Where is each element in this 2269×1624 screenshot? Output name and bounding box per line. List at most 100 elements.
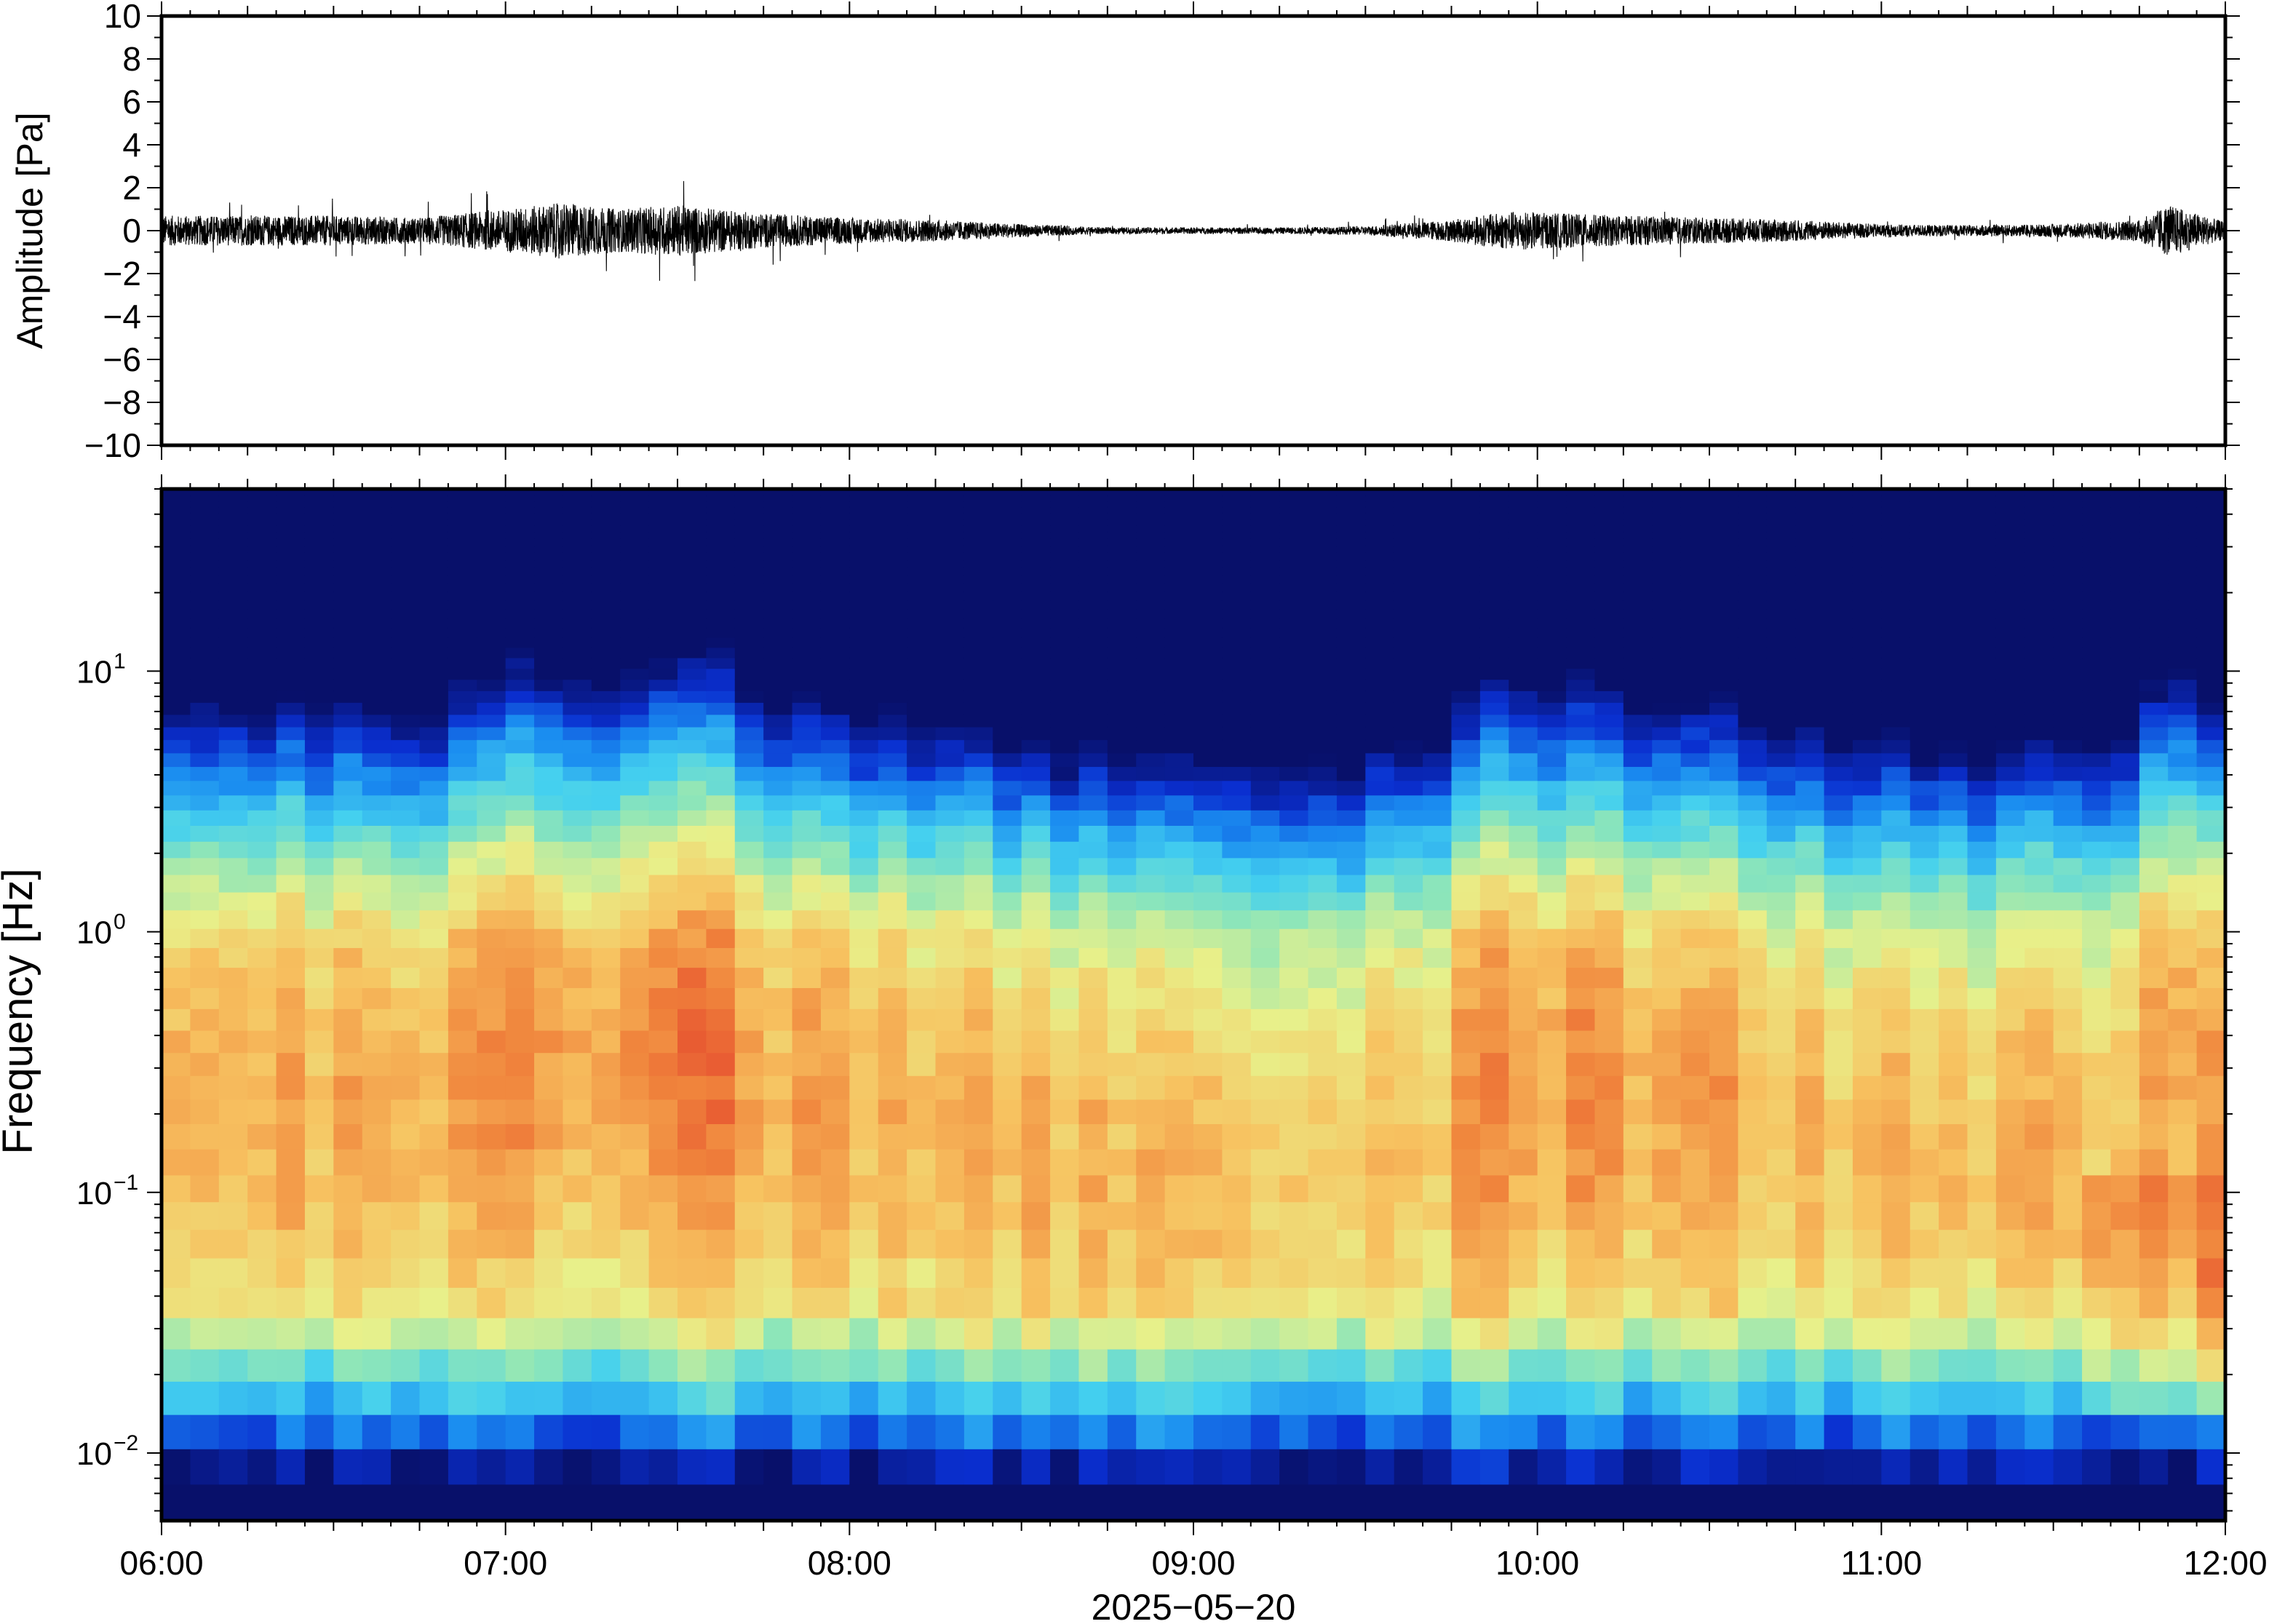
spectrogram-cell [1652,874,1682,893]
spectrogram-cell [706,702,736,715]
spectrogram-cell [1738,947,1768,968]
spectrogram-cell [276,647,306,658]
spectrogram-cell [1336,1318,1366,1350]
spectrogram-cell [1050,874,1080,893]
spectrogram-cell [591,752,621,768]
spectrogram-cell [1308,891,1338,911]
spectrogram-cell [648,501,678,508]
spectrogram-cell [304,609,334,619]
spectrogram-cell [907,726,937,741]
spectrogram-cell [1881,987,1911,1009]
spectrogram-cell [1738,1052,1768,1076]
spectrogram-cell [333,1201,363,1230]
spectrogram-cell [591,567,621,576]
spectrogram-cell [591,1008,621,1031]
spectrogram-cell [477,1414,506,1449]
spectrogram-cell [1021,637,1051,648]
spectrogram-cell [792,1484,822,1521]
spectrogram-cell [2168,506,2198,514]
spectrogram-cell [477,702,506,715]
spectrogram-cell [1193,1381,1223,1415]
spectrogram-cell [1881,501,1911,508]
spectrogram-cell [1050,1099,1080,1125]
spectrogram-cell [477,841,506,859]
spectrogram-cell [935,766,965,781]
spectrogram-cell [963,1287,993,1318]
spectrogram-cell [1652,1381,1682,1415]
spectrogram-cell [2139,627,2169,638]
spectrogram-cell [1250,1484,1280,1521]
spectrogram-cell [1078,1257,1108,1288]
spectrogram-cell [1939,627,1968,638]
spectrogram-cell [276,857,306,875]
spectrogram-cell [1193,512,1223,520]
spectrogram-cell [1852,947,1882,968]
spectrogram-cell [734,891,764,911]
spectrogram-cell [1509,1318,1538,1350]
amplitude-tick-label: 4 [122,126,141,164]
spectrogram-cell [820,1484,850,1521]
spectrogram-cell [333,583,363,592]
spectrogram-cell [2110,583,2140,592]
spectrogram-cell [648,1149,678,1176]
spectrogram-cell [963,1229,993,1259]
spectrogram-cell [1852,739,1882,754]
spectrogram-cell [2196,874,2225,893]
spectrogram-cell [1680,627,1710,638]
spectrogram-cell [1566,618,1596,629]
spectrogram-cell [706,1099,736,1125]
spectrogram-cell [1766,531,1796,539]
spectrogram-cell [1107,874,1137,893]
spectrogram-cell [1967,825,1997,842]
spectrogram-cell [1537,1099,1567,1125]
spectrogram-cell [935,583,965,592]
spectrogram-cell [1709,690,1738,703]
spectrogram-cell [2024,1099,2054,1125]
spectrogram-cell [1652,1123,1682,1150]
spectrogram-cell [1078,739,1108,754]
spectrogram-cell [362,1201,392,1230]
spectrogram-cell [162,987,191,1009]
spectrogram-cell [591,891,621,911]
spectrogram-cell [1107,1484,1137,1521]
spectrogram-cell [1164,1099,1194,1125]
spectrogram-cell [1308,1008,1338,1031]
spectrogram-cell [2196,1229,2225,1259]
spectrogram-cell [620,592,650,601]
spectrogram-cell [1336,1484,1366,1521]
spectrogram-cell [820,1201,850,1230]
spectrogram-cell [1939,545,1968,553]
spectrogram-cell [2139,947,2169,968]
spectrogram-cell [878,1257,907,1288]
spectrogram-cell [2082,1257,2112,1288]
spectrogram-cell [419,560,449,568]
spectrogram-cell [1451,1449,1481,1485]
spectrogram-cell [763,967,793,989]
spectrogram-cell [218,987,248,1009]
spectrogram-cell [2168,752,2198,768]
spectrogram-cell [1881,627,1911,638]
spectrogram-cell [247,726,277,741]
spectrogram-cell [190,909,220,929]
spectrogram-cell [1423,874,1453,893]
spectrogram-cell [1423,1349,1453,1382]
spectrogram-cell [1566,891,1596,911]
spectrogram-cell [333,702,363,715]
spectrogram-cell [1136,1099,1166,1125]
spectrogram-cell [1164,545,1194,553]
spectrogram-cell [190,1229,220,1259]
amplitude-tick-label: 2 [122,169,141,207]
spectrogram-cell [304,490,334,496]
spectrogram-cell [935,810,965,826]
spectrogram-cell [1107,810,1137,826]
spectrogram-cell [1394,567,1423,576]
spectrogram-cell [2024,1229,2054,1259]
spectrogram-cell [907,967,937,989]
spectrogram-cell [448,1449,477,1485]
spectrogram-cell [993,627,1022,638]
spectrogram-cell [963,1052,993,1076]
spectrogram-cell [2168,575,2198,584]
spectrogram-cell [1795,714,1825,728]
spectrogram-cell [2139,690,2169,703]
spectrogram-cell [1078,538,1108,546]
